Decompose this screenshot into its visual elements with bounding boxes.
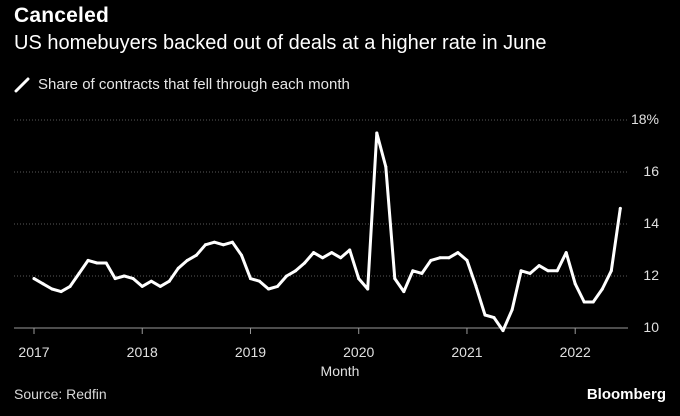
data-point [176,266,180,270]
y-tick-label: 14 [643,215,659,231]
data-point [158,284,162,288]
data-point [131,277,135,281]
x-tick-label: 2021 [451,344,482,360]
x-tick-label: 2022 [560,344,591,360]
data-point [402,290,406,294]
data-point [618,206,622,210]
data-point [537,264,541,268]
data-point [438,256,442,260]
data-point [501,329,505,333]
data-point [339,256,343,260]
data-point [240,253,243,257]
data-point [447,256,451,260]
data-point [68,284,72,288]
data-point [285,274,289,278]
data-point [303,261,307,265]
source-note: Source: Redfin [14,386,107,402]
y-tick-label: 10 [643,319,659,335]
data-point [375,131,379,135]
data-point [555,269,559,273]
data-point [50,287,54,291]
data-point [41,282,45,286]
data-point [465,258,469,262]
y-tick-label: 16 [643,163,659,179]
data-point [321,256,325,260]
data-point [32,277,36,281]
data-point [167,279,171,283]
legend-label: Share of contracts that fell through eac… [38,76,350,93]
data-point [194,253,198,257]
data-point [312,251,316,255]
data-point [258,279,261,283]
data-point [384,165,388,169]
data-point [59,290,63,294]
data-point [212,240,216,244]
x-tick-label: 2019 [235,344,266,360]
x-tick-label: 2018 [127,344,158,360]
x-axis-label: Month [321,363,360,379]
data-point [185,258,189,262]
data-point [483,313,487,317]
legend-line-icon [14,77,30,92]
data-point [294,269,298,273]
data-point [528,271,532,275]
data-point [429,258,433,262]
data-point [357,277,361,281]
data-point [456,251,460,255]
data-point [519,269,523,273]
x-tick-label: 2020 [343,344,374,360]
data-point [582,300,586,304]
data-point [411,269,415,273]
data-point [564,251,568,255]
data-point [95,261,99,265]
data-point [249,277,252,281]
data-point [393,277,397,281]
data-point [203,243,207,247]
data-point [267,287,270,291]
data-point [420,271,424,275]
data-point [474,284,478,288]
legend: Share of contracts that fell through eac… [14,76,350,93]
data-point [510,308,514,312]
y-tick-label: 12 [643,267,659,283]
data-point [366,287,370,291]
data-point [104,261,108,265]
series-line [32,131,622,333]
data-point [609,269,613,273]
data-point [573,282,577,286]
y-tick-label: 18% [631,111,659,127]
data-point [86,258,90,262]
chart-title: Canceled [14,4,109,27]
data-point [591,300,595,304]
data-point [140,284,144,288]
chart-subtitle: US homebuyers backed out of deals at a h… [14,32,547,54]
data-point [230,240,234,244]
data-point [149,279,153,283]
data-point [276,284,279,288]
data-point [348,248,352,252]
data-point [77,271,81,275]
data-point [600,287,604,291]
data-point [330,251,334,255]
x-tick-label: 2017 [18,344,49,360]
bloomberg-logo: Bloomberg [586,386,666,403]
data-point [221,243,225,247]
data-point [546,269,550,273]
data-point [122,274,126,278]
data-point [492,316,496,320]
data-point [113,277,117,281]
